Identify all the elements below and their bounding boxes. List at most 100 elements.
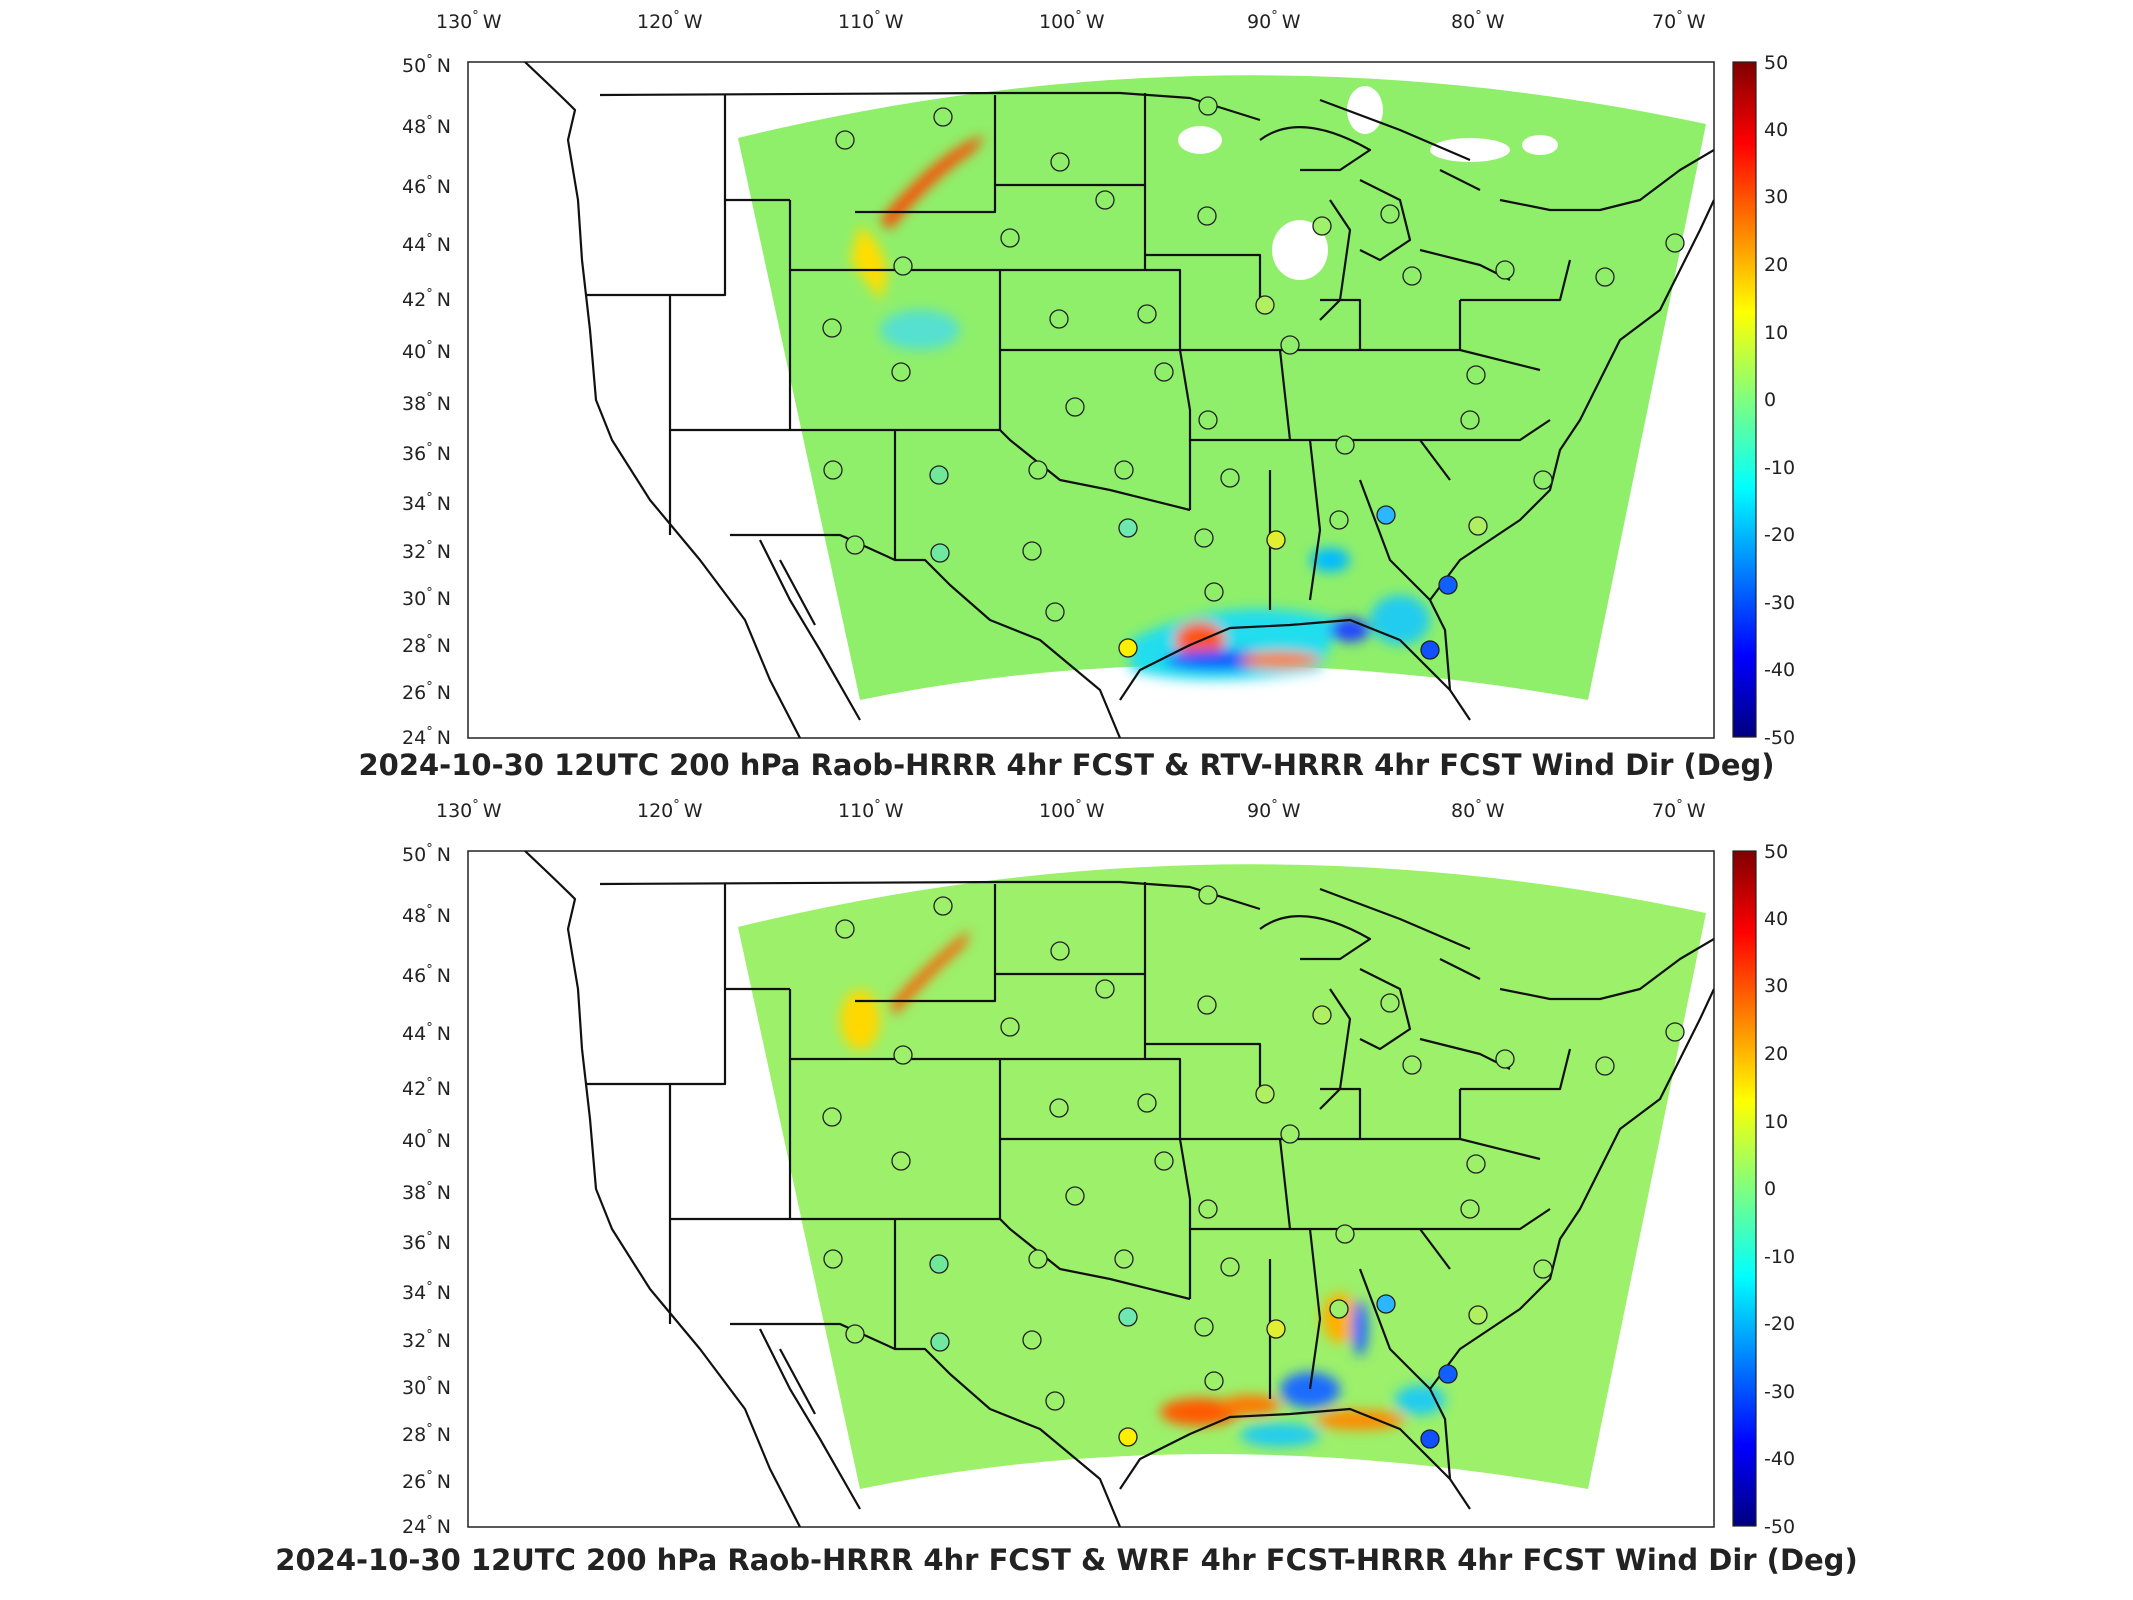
atlantic-coast bbox=[1428, 988, 1714, 1480]
station-marker bbox=[1312, 216, 1332, 236]
colorbar-label: -40 bbox=[1764, 1448, 1795, 1470]
map-layer bbox=[524, 851, 1714, 1527]
colorbar-label: 40 bbox=[1764, 119, 1788, 141]
station-marker bbox=[930, 543, 950, 563]
station-marker bbox=[1137, 304, 1157, 324]
station-marker bbox=[1118, 1307, 1138, 1327]
station-marker bbox=[845, 1324, 865, 1344]
geographic-boundaries bbox=[524, 851, 1714, 1527]
station-marker bbox=[845, 535, 865, 555]
station-marker bbox=[1049, 309, 1069, 329]
lat-label: 36° N bbox=[402, 441, 451, 465]
station-marker bbox=[1022, 541, 1042, 561]
lat-label: 40° N bbox=[402, 339, 451, 363]
station-marker bbox=[1118, 638, 1138, 658]
station-marker bbox=[1402, 1055, 1422, 1075]
lon-label: 120° W bbox=[637, 798, 703, 822]
colorbar bbox=[1732, 61, 1757, 738]
station-marker bbox=[1198, 410, 1218, 430]
station-marker bbox=[1095, 190, 1115, 210]
colorbar-tick-labels: 50 40 30 20 10 0 -10 -20 -30 -40 -50 bbox=[1764, 52, 1795, 749]
station-marker bbox=[1533, 470, 1553, 490]
station-marker bbox=[1665, 233, 1685, 253]
map-title-top: 2024-10-30 12UTC 200 hPa Raob-HRRR 4hr F… bbox=[358, 748, 1775, 782]
station-marker bbox=[1280, 1124, 1300, 1144]
colorbar-label: 50 bbox=[1764, 841, 1788, 863]
colorbar-label: 30 bbox=[1764, 975, 1788, 997]
lat-label: 50° N bbox=[402, 842, 451, 866]
station-marker bbox=[1045, 1391, 1065, 1411]
raob-station-markers bbox=[822, 885, 1685, 1449]
baja-peninsula bbox=[759, 1328, 861, 1510]
station-marker bbox=[1022, 1330, 1042, 1350]
colorbar-label: 40 bbox=[1764, 908, 1788, 930]
station-marker bbox=[1000, 1017, 1020, 1037]
lat-label: 38° N bbox=[402, 1180, 451, 1204]
station-marker bbox=[1095, 979, 1115, 999]
station-marker bbox=[1050, 152, 1070, 172]
colorbar-label: 30 bbox=[1764, 186, 1788, 208]
station-marker bbox=[1197, 206, 1217, 226]
station-marker bbox=[1335, 435, 1355, 455]
lon-label: 90° W bbox=[1247, 9, 1301, 33]
lon-label: 110° W bbox=[838, 9, 904, 33]
station-marker bbox=[1049, 1098, 1069, 1118]
station-marker bbox=[1114, 1249, 1134, 1269]
station-marker bbox=[930, 1332, 950, 1352]
station-marker bbox=[1438, 1364, 1458, 1384]
station-marker bbox=[1045, 602, 1065, 622]
station-marker bbox=[1065, 397, 1085, 417]
west-coastline bbox=[524, 62, 801, 738]
lat-label: 38° N bbox=[402, 391, 451, 415]
station-marker bbox=[1255, 295, 1275, 315]
wind-direction-anomalies bbox=[850, 135, 1430, 680]
station-marker bbox=[1154, 1151, 1174, 1171]
colorbar bbox=[1732, 850, 1757, 1527]
lon-label: 100° W bbox=[1039, 798, 1105, 822]
station-marker bbox=[1220, 1257, 1240, 1277]
station-marker bbox=[1118, 1427, 1138, 1447]
station-marker bbox=[823, 460, 843, 480]
station-marker bbox=[1198, 885, 1218, 905]
station-marker bbox=[1595, 1056, 1615, 1076]
station-marker bbox=[1466, 1154, 1486, 1174]
baja-peninsula bbox=[759, 539, 861, 721]
station-marker bbox=[891, 362, 911, 382]
station-marker bbox=[822, 1107, 842, 1127]
longitude-tick-labels: 130° W 120° W 110° W 100° W 90° W 80° W 70° W bbox=[436, 9, 1706, 33]
atlantic-coast bbox=[1428, 199, 1714, 691]
lon-label: 90° W bbox=[1247, 798, 1301, 822]
station-marker bbox=[1197, 995, 1217, 1015]
colorbar-label: 20 bbox=[1764, 1043, 1788, 1065]
lat-label: 48° N bbox=[402, 903, 451, 927]
station-marker bbox=[1402, 266, 1422, 286]
colorbar-label: 0 bbox=[1764, 1178, 1776, 1200]
station-marker bbox=[1266, 530, 1286, 550]
station-marker bbox=[1028, 1249, 1048, 1269]
lon-label: 80° W bbox=[1451, 798, 1505, 822]
station-marker bbox=[1065, 1186, 1085, 1206]
lon-label: 130° W bbox=[436, 9, 502, 33]
great-lakes bbox=[1259, 915, 1511, 1110]
forecast-domain-field bbox=[738, 864, 1706, 1489]
station-marker bbox=[1194, 1317, 1214, 1337]
latitude-tick-labels: 50° N 48° N 46° N 44° N 42° N 40° N 38° N 36° N … bbox=[402, 53, 451, 749]
station-marker bbox=[893, 1045, 913, 1065]
colorbar-label: -10 bbox=[1764, 457, 1795, 479]
colorbar-label: 0 bbox=[1764, 389, 1776, 411]
latitude-tick-labels: 50° N 48° N 46° N 44° N 42° N 40° N 38° N 36° N … bbox=[402, 842, 451, 1538]
gulf-coast bbox=[1119, 1407, 1471, 1510]
station-marker bbox=[1114, 460, 1134, 480]
station-marker bbox=[1468, 1305, 1488, 1325]
lat-label: 30° N bbox=[402, 1375, 451, 1399]
lat-label: 36° N bbox=[402, 1230, 451, 1254]
lat-label: 24° N bbox=[402, 725, 451, 749]
station-marker bbox=[1595, 267, 1615, 287]
longitude-tick-labels: 130° W 120° W 110° W 100° W 90° W 80° W 70° W bbox=[436, 798, 1706, 822]
colorbar-label: 10 bbox=[1764, 322, 1788, 344]
station-marker bbox=[1380, 993, 1400, 1013]
lat-label: 34° N bbox=[402, 1280, 451, 1304]
station-marker bbox=[1266, 1319, 1286, 1339]
missing-data-gaps bbox=[1178, 86, 1558, 280]
station-marker bbox=[1204, 582, 1224, 602]
